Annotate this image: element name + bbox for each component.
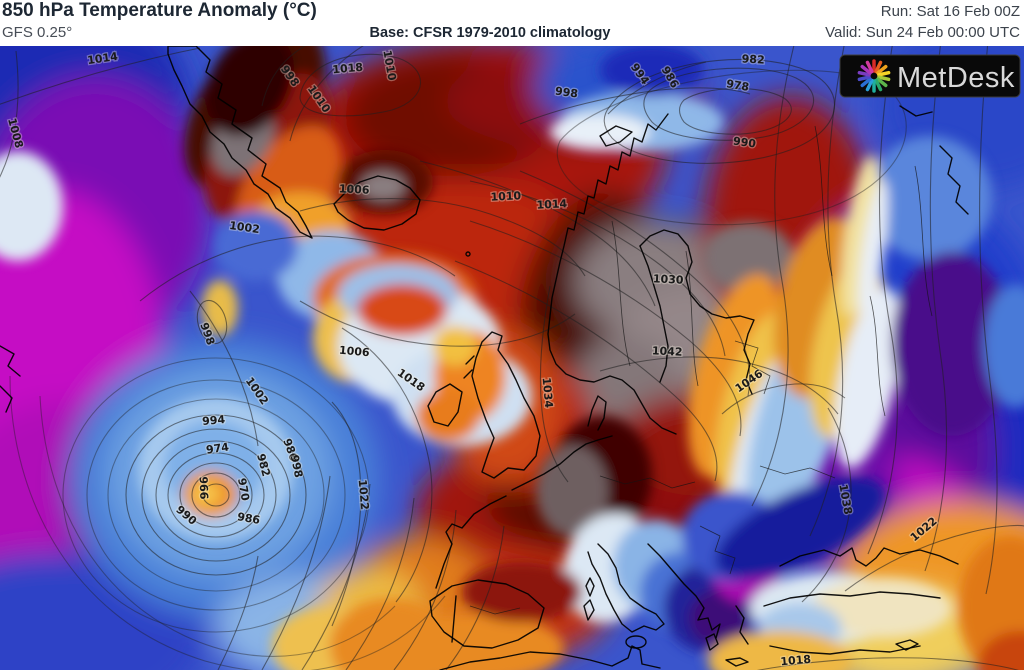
starburst-ray (877, 70, 891, 77)
starburst-ray (877, 75, 891, 82)
isobar-label: 998 (554, 84, 579, 100)
climatology-base-label: Base: CFSR 1979-2010 climatology (369, 25, 611, 41)
isobar-label: 1042 (652, 344, 683, 359)
starburst-ray (857, 75, 871, 82)
starburst-ray (874, 60, 883, 74)
isobar-label: 994 (202, 413, 226, 428)
isobar-label: 966 (197, 476, 211, 500)
isobar-label: 982 (741, 52, 765, 66)
isobar-label: 1030 (653, 272, 685, 287)
coastlines (0, 46, 969, 670)
isobar-label: 986 (236, 510, 261, 527)
isobar-label: 1018 (332, 61, 364, 77)
isobar-label: 1006 (339, 182, 371, 197)
metdesk-starburst-icon (857, 59, 891, 93)
starburst-ray (860, 64, 872, 75)
page-title: 850 hPa Temperature Anomaly (°C) (2, 0, 317, 21)
isobar-label: 1022 (356, 479, 372, 511)
metdesk-logo: MetDesk (839, 54, 1021, 98)
starburst-ray (860, 77, 872, 88)
isobar-label: 974 (205, 440, 230, 456)
model-label: GFS 0.25° (2, 24, 73, 41)
starburst-ray (857, 70, 871, 77)
isobar-label: 1034 (540, 377, 556, 409)
starburst-ray (874, 78, 883, 92)
isobar-label: 1018 (780, 653, 812, 669)
isobar-label: 1014 (536, 197, 568, 212)
valid-time-label: Valid: Sun 24 Feb 00:00 UTC (825, 24, 1020, 41)
isobar-label: 1002 (228, 219, 260, 236)
run-time-label: Run: Sat 16 Feb 00Z (880, 3, 1020, 20)
map-area: 1014 1008 998 1018 1010 1010 998 994 986 982 978 99… (0, 46, 1024, 670)
starburst-ray (865, 78, 874, 92)
starburst-ray (876, 64, 888, 75)
isobar-label: 978 (725, 77, 750, 94)
isobar-label: 970 (235, 477, 252, 502)
isobar-contours (0, 46, 1024, 670)
isobar-label: 1014 (86, 50, 118, 67)
header-bar: 850 hPa Temperature Anomaly (°C) GFS 0.2… (0, 0, 1024, 46)
isobar-label: 990 (732, 134, 757, 150)
isobar-label: 998 (288, 454, 305, 479)
country-borders (469, 125, 933, 615)
logo-wordmark: MetDesk (897, 62, 1015, 94)
starburst-ray (876, 77, 888, 88)
isobar-label: 1006 (338, 344, 370, 360)
anomaly-shading (0, 46, 1024, 670)
starburst-ray (865, 60, 874, 74)
isobar-label: 1010 (490, 189, 522, 204)
